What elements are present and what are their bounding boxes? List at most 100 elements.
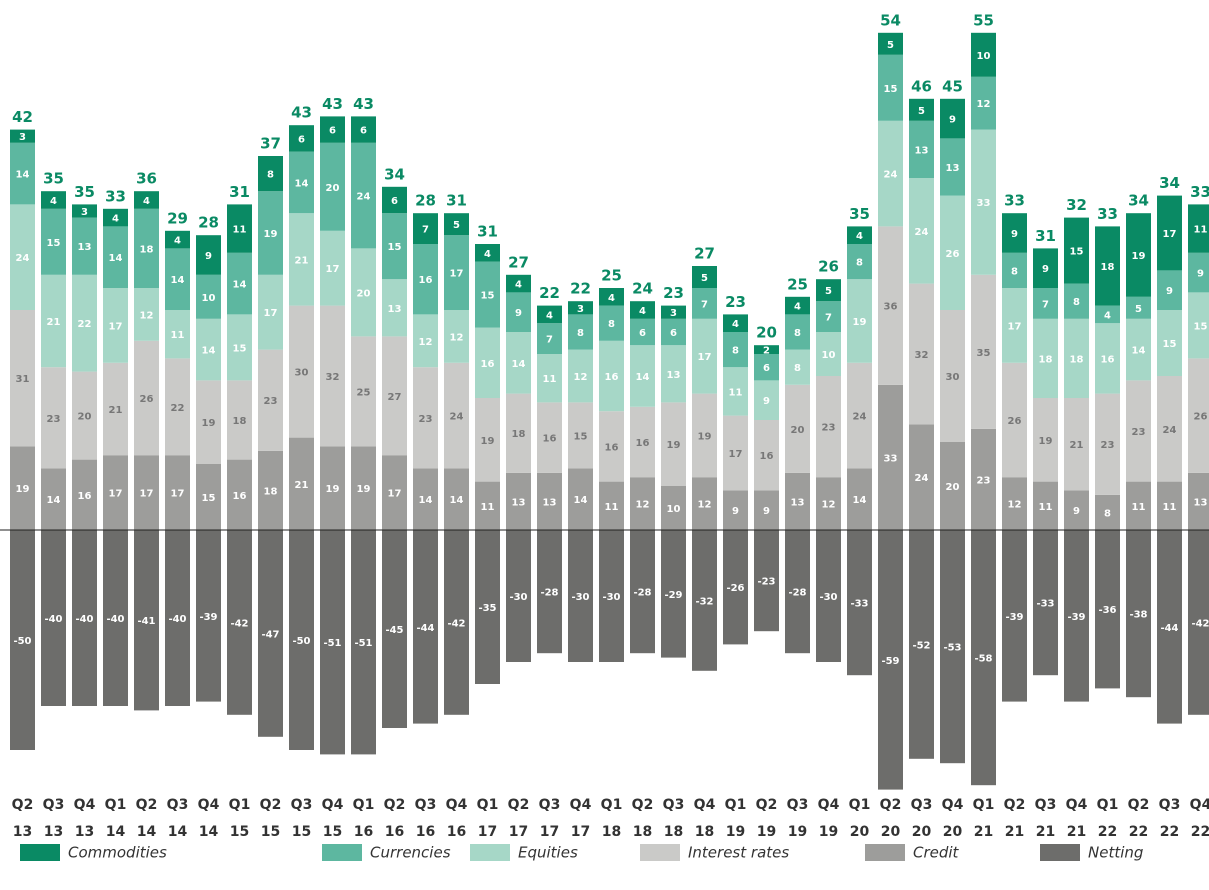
segment-label: 18	[1070, 354, 1084, 365]
bar-segment	[134, 288, 159, 341]
segment-label: 19	[853, 317, 867, 328]
bar-segment	[630, 406, 655, 478]
bar-segment	[909, 530, 934, 759]
bar-segment	[754, 420, 779, 491]
segment-label: 15	[1070, 247, 1084, 258]
x-tick-label: Q4	[1190, 797, 1209, 813]
bar-segment	[1064, 283, 1089, 319]
segment-label: -39	[1067, 612, 1085, 623]
bar-segment	[723, 367, 748, 416]
segment-label: 4	[856, 231, 863, 242]
segment-label: 4	[794, 302, 801, 313]
segment-label: 33	[977, 198, 991, 209]
segment-label: 11	[543, 374, 557, 385]
bar-segment	[413, 213, 438, 244]
x-tick-label: 22	[1129, 824, 1148, 840]
bar-segment	[289, 530, 314, 750]
total-label: 35	[74, 183, 95, 201]
x-tick-label: 13	[44, 824, 63, 840]
segment-label: 11	[1132, 502, 1146, 513]
bar-segment	[568, 301, 593, 315]
total-label: 33	[1004, 192, 1025, 210]
x-tick-label: Q2	[260, 797, 282, 813]
total-label: 31	[477, 223, 498, 241]
bar-segment	[10, 446, 35, 530]
x-tick-label: Q2	[1004, 797, 1026, 813]
segment-label: 17	[729, 449, 743, 460]
bar-segment	[413, 530, 438, 724]
bar-segment	[41, 208, 66, 275]
x-tick-label: 21	[1005, 824, 1024, 840]
segment-label: 17	[388, 489, 402, 500]
segment-label: 11	[233, 225, 247, 236]
segment-label: 22	[171, 403, 185, 414]
legend-label: Credit	[913, 844, 960, 862]
bar-segment	[10, 310, 35, 447]
segment-label: 6	[763, 363, 770, 374]
bar-segment	[847, 244, 872, 280]
segment-label: -38	[1129, 610, 1147, 621]
bar-segment	[289, 213, 314, 306]
legend-label: Equities	[518, 844, 578, 862]
bar-segment	[878, 32, 903, 55]
segment-label: 6	[298, 134, 305, 145]
bar-segment	[351, 446, 376, 530]
segment-label: 7	[422, 225, 429, 236]
bar-segment	[103, 530, 128, 706]
bar-segment	[692, 288, 717, 319]
bar-segment	[196, 380, 221, 464]
total-label: 25	[787, 275, 808, 293]
total-label: 43	[322, 95, 343, 113]
segment-label: 20	[78, 412, 92, 423]
x-tick-label: Q2	[508, 797, 530, 813]
bar-segment	[196, 464, 221, 530]
segment-label: 4	[112, 214, 119, 225]
bar-segment	[1095, 494, 1120, 530]
x-tick-label: 19	[819, 824, 838, 840]
bar-segment	[723, 530, 748, 645]
x-tick-label: 18	[602, 824, 621, 840]
legend-swatch	[865, 844, 905, 861]
segment-label: 19	[1039, 436, 1053, 447]
segment-label: 9	[1166, 286, 1173, 297]
bar-segment	[1002, 362, 1027, 478]
segment-label: 19	[16, 484, 30, 495]
bar-segment	[475, 481, 500, 530]
bar-segment	[785, 296, 810, 315]
bar-segment	[940, 98, 965, 139]
segment-label: 15	[574, 431, 588, 442]
bar-segment	[1095, 226, 1120, 306]
x-tick-label: Q2	[136, 797, 158, 813]
bar-segment	[320, 230, 345, 306]
bar-segment	[599, 530, 624, 662]
x-tick-label: Q3	[415, 797, 437, 813]
segment-label: -40	[106, 614, 124, 625]
x-tick-label: Q4	[198, 797, 220, 813]
segment-label: 24	[450, 412, 464, 423]
bar-segment	[196, 318, 221, 381]
bar-segment	[785, 472, 810, 530]
x-tick-label: 17	[571, 824, 590, 840]
bar-segment	[1064, 217, 1089, 284]
segment-label: 9	[763, 396, 770, 407]
x-tick-label: 13	[13, 824, 32, 840]
segment-label: -58	[974, 654, 992, 665]
segment-label: 20	[357, 288, 371, 299]
legend-swatch	[20, 844, 60, 861]
bar-segment	[630, 345, 655, 407]
bar-segment	[878, 530, 903, 790]
bar-segment	[909, 120, 934, 178]
bar-segment	[506, 530, 531, 662]
legend-swatch	[1040, 844, 1080, 861]
x-tick-label: 14	[168, 824, 188, 840]
total-label: 34	[384, 165, 405, 183]
bar-segment	[1033, 530, 1058, 676]
segment-label: 9	[949, 115, 956, 126]
x-tick-label: Q4	[818, 797, 840, 813]
x-tick-label: Q1	[849, 797, 871, 813]
total-label: 43	[353, 95, 374, 113]
segment-label: 16	[543, 434, 557, 445]
segment-label: 17	[326, 264, 340, 275]
bar-segment	[506, 274, 531, 293]
bar-segment	[1002, 252, 1027, 288]
